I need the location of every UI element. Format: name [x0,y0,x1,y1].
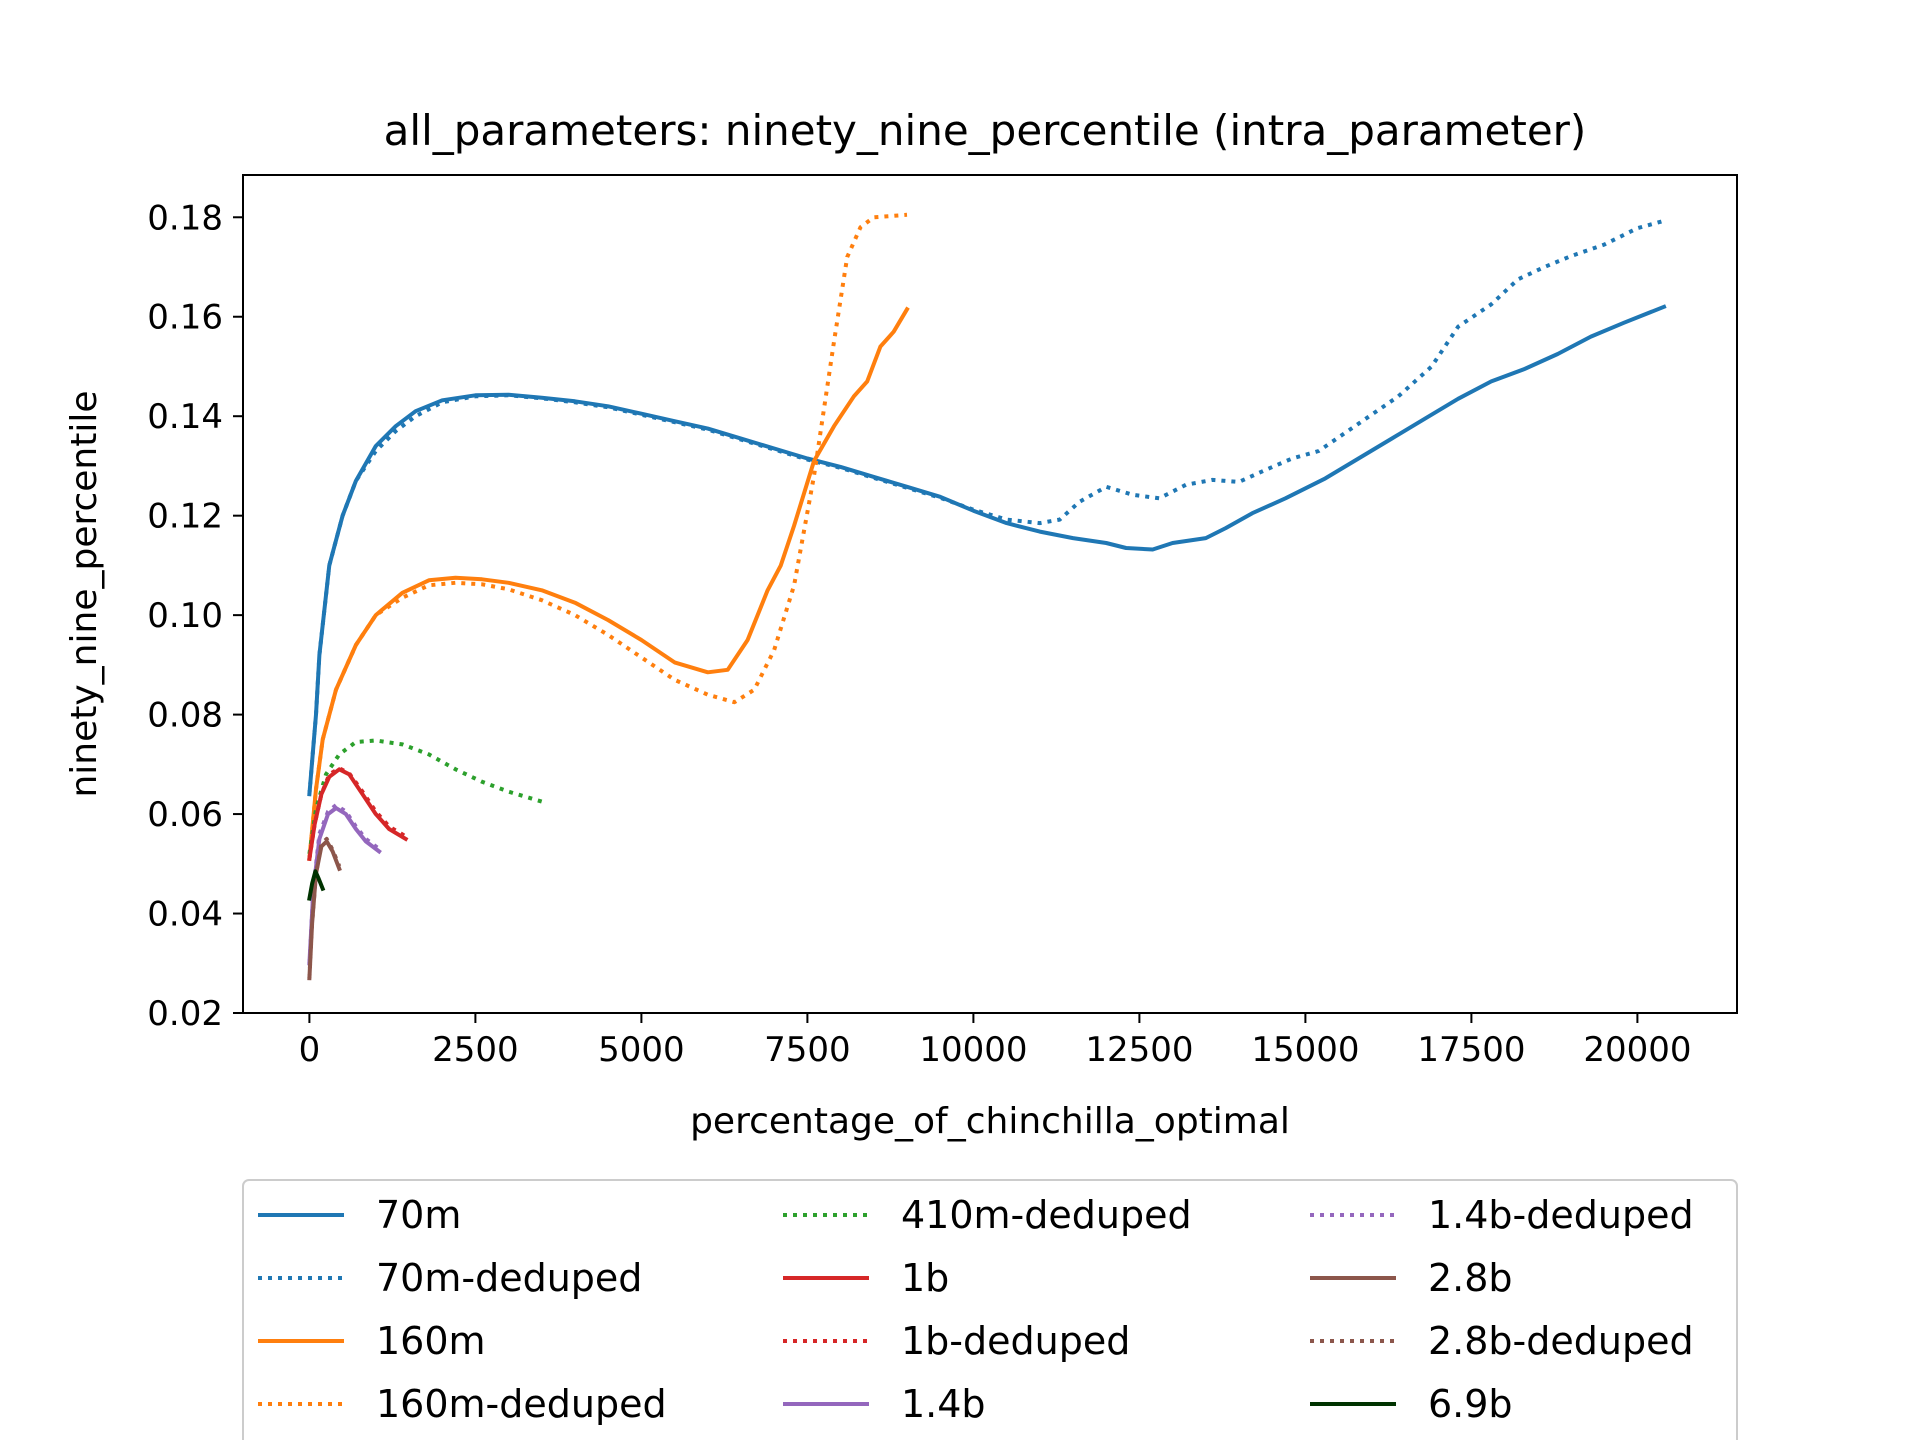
series-line-6-9b [307,869,326,901]
y-tick-label: 0.08 [147,696,223,736]
legend-label: 6.9b [1428,1382,1513,1426]
legend-label: 410m-deduped [901,1193,1192,1237]
y-tick-label: 0.12 [147,497,223,537]
x-tick-label: 15000 [1251,1030,1359,1070]
x-axis: 0 2500 5000 7500 10000 12500 15000 17500 20000 [299,1013,1691,1070]
legend-label: 70m [376,1193,461,1237]
y-tick-label: 0.14 [147,397,223,437]
series-line-70m-deduped [307,218,1665,795]
x-tick-label: 0 [299,1030,321,1070]
legend-label: 2.8b-deduped [1428,1319,1694,1363]
x-tick-label: 17500 [1417,1030,1525,1070]
y-axis: 0.02 0.04 0.06 0.08 0.10 0.12 0.14 0.16 0.18 [147,198,243,1034]
y-tick-label: 0.18 [147,198,223,238]
x-tick-label: 2500 [432,1030,519,1070]
legend-label: 160m [376,1319,486,1363]
x-tick-label: 10000 [919,1030,1027,1070]
x-tick-label: 12500 [1085,1030,1193,1070]
x-tick-label: 5000 [598,1030,685,1070]
x-tick-label: 7500 [764,1030,851,1070]
legend-label: 2.8b [1428,1256,1513,1300]
series-line-160m-deduped [307,212,908,859]
plot-frame [242,174,1738,1014]
y-tick-label: 0.06 [147,795,223,835]
y-axis-label: ninety_nine_percentile [64,390,105,797]
legend-label: 160m-deduped [376,1382,667,1426]
x-axis-label: percentage_of_chinchilla_optimal [690,1101,1290,1142]
y-tick-label: 0.10 [147,596,223,636]
legend-label: 1.4b [901,1382,986,1426]
series-line-160m [307,306,910,861]
legend-box [242,1179,1738,1440]
chart-title: all_parameters: ninety_nine_percentile (… [384,106,1587,155]
x-tick-label: 20000 [1583,1030,1691,1070]
y-tick-label: 0.04 [147,895,223,935]
legend-label: 1.4b-deduped [1428,1193,1694,1237]
series-layer [307,212,1667,981]
y-tick-label: 0.16 [147,298,223,338]
y-tick-label: 0.02 [147,994,223,1034]
series-line-1b-deduped [307,766,407,860]
legend-label: 70m-deduped [376,1256,642,1300]
legend-label: 1b-deduped [901,1319,1130,1363]
legend: 70m 70m-deduped 160m 160m-deduped 410m-dedup… [242,1179,1738,1440]
legend-label: 1b [901,1256,949,1300]
